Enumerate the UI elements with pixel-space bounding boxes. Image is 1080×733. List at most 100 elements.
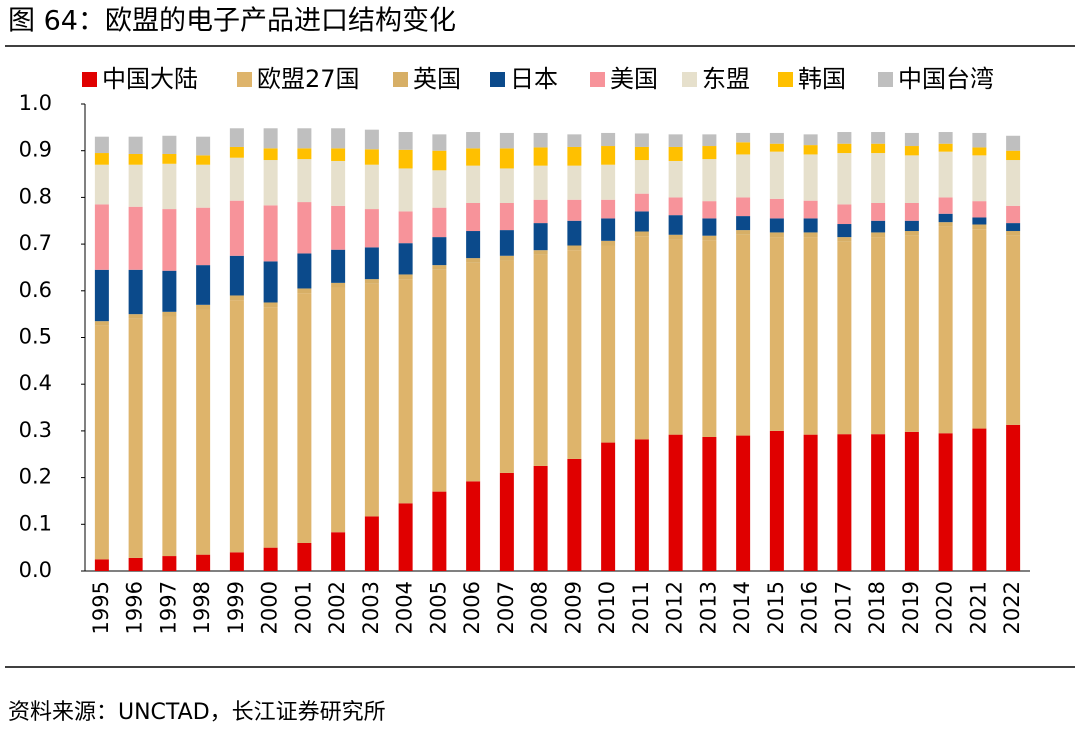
- bar-segment: [769, 237, 784, 431]
- bar-segment: [466, 258, 481, 263]
- bar-segment: [769, 198, 784, 219]
- bar-segment: [668, 239, 683, 435]
- bar-segment: [972, 224, 987, 230]
- x-tick-label: 2014: [730, 581, 754, 634]
- bar-segment: [128, 136, 143, 154]
- bar-segment: [601, 442, 616, 571]
- bar-segment: [938, 213, 953, 223]
- bar-segment: [567, 165, 582, 200]
- bar-segment: [634, 160, 649, 194]
- bar-segment: [871, 203, 886, 221]
- bar-segment: [128, 318, 143, 558]
- bar-segment: [128, 557, 143, 571]
- bar-segment: [432, 237, 447, 266]
- y-tick-label: 0.7: [19, 231, 52, 255]
- bar-segment: [364, 247, 379, 280]
- bar-segment: [769, 430, 784, 571]
- bar-segment: [972, 155, 987, 202]
- legend-swatch: [878, 72, 893, 87]
- bar-segment: [668, 215, 683, 235]
- bar-segment: [196, 304, 211, 310]
- bar-segment: [702, 159, 717, 202]
- bar-segment: [803, 434, 818, 571]
- bar-segment: [229, 128, 244, 147]
- bar-segment: [972, 428, 987, 571]
- y-tick-label: 0.8: [19, 184, 52, 208]
- y-tick-label: 0.4: [19, 371, 52, 395]
- bar-segment: [904, 132, 919, 147]
- bar-segment: [803, 237, 818, 435]
- bar-segment: [128, 206, 143, 270]
- bar-segment: [331, 282, 346, 288]
- bar-segment: [263, 302, 278, 308]
- bar-segment: [94, 559, 109, 571]
- bar-segment: [1006, 205, 1021, 224]
- bar-segment: [567, 134, 582, 147]
- bar-segment: [128, 314, 143, 319]
- bar-segment: [466, 165, 481, 204]
- bar-segment: [668, 434, 683, 571]
- x-tick-label: 1999: [224, 581, 248, 634]
- bar-segment: [466, 231, 481, 259]
- bar-segment: [803, 134, 818, 146]
- bar-segment: [736, 230, 751, 235]
- x-tick-label: 2006: [460, 581, 484, 634]
- bar-segment: [398, 503, 413, 571]
- x-tick-label: 1996: [123, 581, 147, 634]
- y-tick-label: 0.3: [19, 418, 52, 442]
- bar-segment: [601, 164, 616, 200]
- bar-segment: [634, 236, 649, 440]
- bar-segment: [634, 146, 649, 161]
- legend-swatch: [490, 72, 505, 87]
- bar-segment: [533, 465, 548, 571]
- bar-segment: [229, 552, 244, 571]
- bar-segment: [533, 199, 548, 224]
- bar-segment: [702, 218, 717, 236]
- bar-segment: [871, 132, 886, 144]
- legend-swatch: [82, 72, 97, 87]
- bar-segment: [702, 134, 717, 147]
- bar-segment: [601, 218, 616, 241]
- y-tick-label: 0.5: [19, 325, 52, 349]
- bar-segment: [938, 226, 953, 434]
- bar-segment: [432, 491, 447, 571]
- bar-segment: [162, 556, 177, 571]
- chart-title: 图 64：欧盟的电子产品进口结构变化: [8, 6, 456, 37]
- bar-segment: [837, 204, 852, 225]
- bar-segment: [162, 311, 177, 317]
- bar-segment: [972, 147, 987, 156]
- y-tick-label: 0.9: [19, 138, 52, 162]
- legend-swatch: [393, 72, 408, 87]
- bar-segment: [769, 218, 784, 233]
- bar-segment: [803, 154, 818, 201]
- x-tick-label: 2007: [494, 581, 518, 634]
- bar-segment: [331, 287, 346, 533]
- bar-segment: [499, 260, 514, 473]
- bar-segment: [263, 128, 278, 149]
- bar-segment: [94, 325, 109, 560]
- bar-segment: [736, 216, 751, 231]
- bar-segment: [364, 149, 379, 165]
- x-tick-label: 2011: [629, 581, 653, 634]
- bar-segment: [938, 222, 953, 227]
- bar-segment: [871, 153, 886, 204]
- bar-segment: [904, 203, 919, 221]
- bar-segment: [196, 155, 211, 165]
- bar-segment: [837, 241, 852, 435]
- bar-segment: [229, 255, 244, 296]
- x-tick-label: 2013: [696, 581, 720, 634]
- bar-segment: [972, 201, 987, 218]
- bar-segment: [398, 279, 413, 504]
- bar-segment: [1006, 424, 1021, 571]
- bar-segment: [398, 243, 413, 275]
- bar-segment: [128, 269, 143, 315]
- bar-segment: [499, 168, 514, 204]
- bar-segment: [938, 197, 953, 214]
- bar-segment: [837, 224, 852, 238]
- bar-segment: [837, 153, 852, 205]
- bar-segment: [398, 149, 413, 169]
- x-tick-label: 2016: [798, 581, 822, 634]
- bar-segment: [128, 153, 143, 165]
- bar-segment: [601, 199, 616, 219]
- x-tick-label: 2020: [933, 581, 957, 634]
